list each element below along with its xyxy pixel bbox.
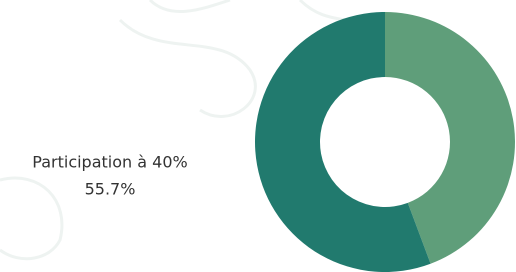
segment-label: Participation à 40% bbox=[32, 153, 187, 172]
chart: Participation à 40% 55.7% bbox=[0, 0, 516, 272]
page: {"chart_data": {"type": "pie", "donut": … bbox=[0, 0, 516, 272]
segment-value-label: 55.7% bbox=[85, 180, 136, 199]
